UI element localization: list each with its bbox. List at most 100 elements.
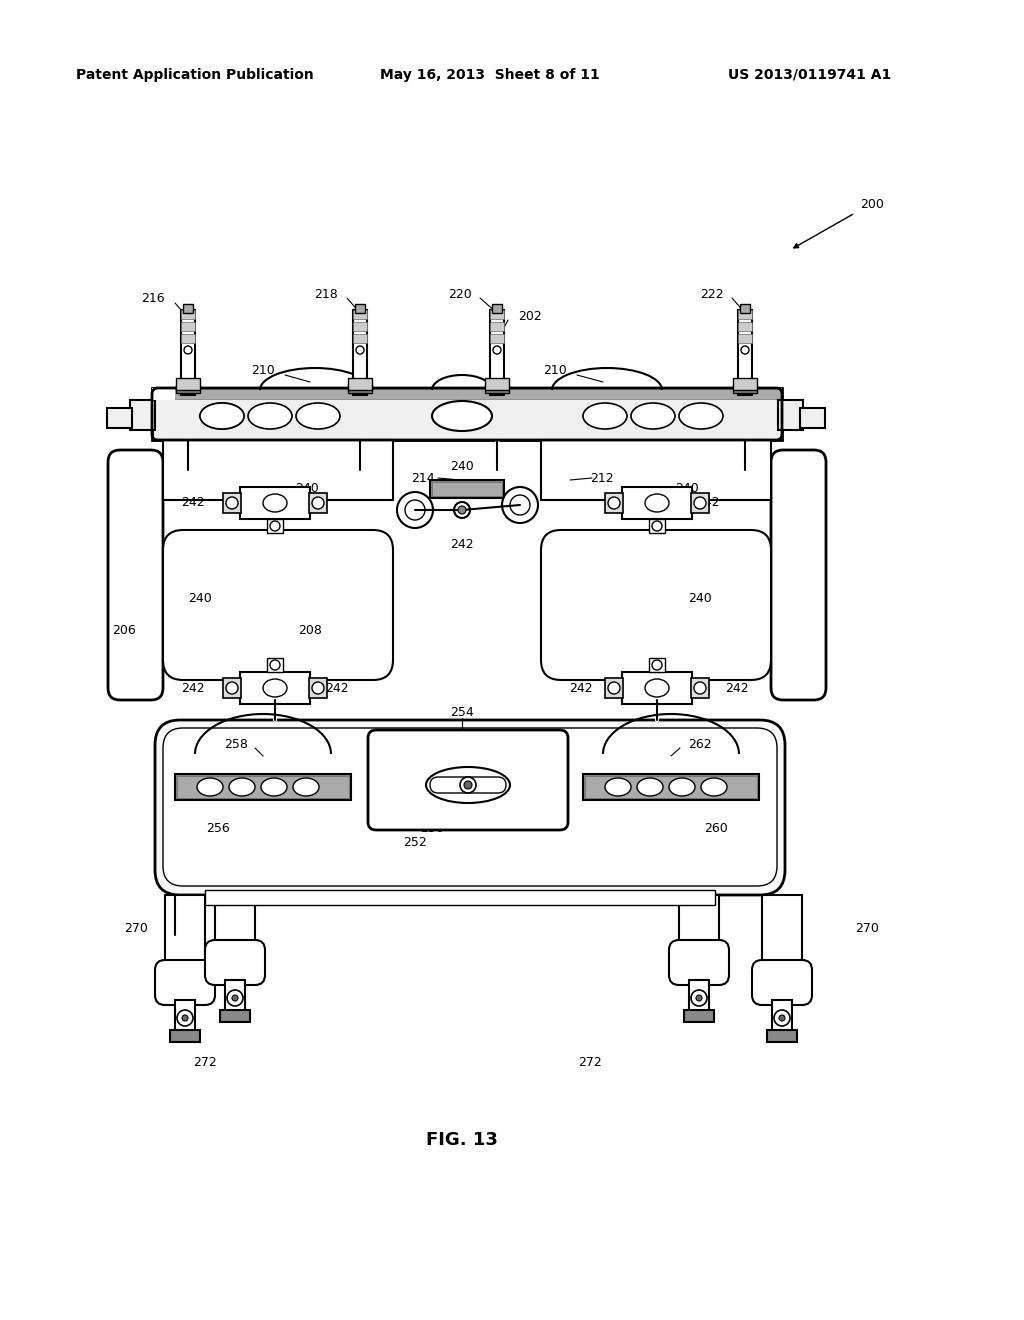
FancyBboxPatch shape — [155, 719, 785, 895]
FancyBboxPatch shape — [163, 729, 777, 886]
Text: 214: 214 — [412, 471, 435, 484]
Bar — [738, 334, 752, 343]
Ellipse shape — [637, 777, 663, 796]
Bar — [679, 895, 719, 950]
Ellipse shape — [694, 682, 706, 694]
Bar — [778, 400, 803, 430]
Text: 260: 260 — [705, 821, 728, 834]
Ellipse shape — [229, 777, 255, 796]
Ellipse shape — [200, 403, 244, 429]
Bar — [490, 310, 504, 319]
Text: 202: 202 — [518, 309, 542, 322]
Bar — [490, 334, 504, 343]
Bar — [267, 519, 283, 533]
Bar — [485, 385, 509, 393]
Text: 216: 216 — [141, 292, 165, 305]
Ellipse shape — [426, 767, 510, 803]
Bar — [691, 492, 709, 513]
Text: 270: 270 — [124, 921, 148, 935]
Bar — [225, 979, 245, 1015]
Ellipse shape — [197, 777, 223, 796]
Text: 210: 210 — [251, 364, 275, 378]
Bar — [684, 1010, 714, 1022]
Bar — [605, 492, 623, 513]
Ellipse shape — [502, 487, 538, 523]
Ellipse shape — [293, 777, 319, 796]
Bar — [181, 310, 195, 319]
Bar — [309, 678, 327, 698]
Bar — [778, 459, 818, 690]
Text: 270: 270 — [855, 921, 879, 935]
Bar — [353, 310, 367, 319]
Ellipse shape — [296, 403, 340, 429]
FancyBboxPatch shape — [163, 531, 393, 680]
Bar — [165, 895, 205, 979]
Bar — [649, 519, 665, 533]
Bar — [240, 487, 310, 519]
Bar — [181, 310, 195, 395]
Ellipse shape — [645, 678, 669, 697]
Ellipse shape — [312, 682, 324, 694]
Bar — [622, 672, 692, 704]
Ellipse shape — [605, 777, 631, 796]
Bar — [220, 1010, 250, 1022]
Ellipse shape — [741, 346, 749, 354]
Text: 200: 200 — [860, 198, 884, 211]
Ellipse shape — [182, 1015, 188, 1020]
Bar — [353, 310, 367, 395]
Text: 220: 220 — [449, 288, 472, 301]
Bar — [738, 322, 752, 331]
Bar — [130, 400, 155, 430]
Text: 256: 256 — [206, 821, 229, 834]
Bar — [348, 385, 372, 393]
Bar — [649, 657, 665, 672]
Bar — [430, 480, 504, 498]
Ellipse shape — [691, 990, 707, 1006]
Ellipse shape — [608, 498, 620, 510]
Text: Patent Application Publication: Patent Application Publication — [76, 69, 314, 82]
Bar — [181, 322, 195, 331]
Text: 206: 206 — [113, 623, 136, 636]
Bar — [181, 334, 195, 343]
Ellipse shape — [226, 682, 238, 694]
Text: 242: 242 — [181, 496, 205, 510]
Ellipse shape — [263, 494, 287, 512]
Polygon shape — [152, 388, 175, 400]
Ellipse shape — [510, 495, 530, 515]
Bar — [738, 310, 752, 395]
Bar — [152, 388, 782, 440]
Bar — [106, 408, 132, 428]
Bar — [353, 334, 367, 343]
Ellipse shape — [652, 521, 662, 531]
Ellipse shape — [432, 401, 492, 432]
Bar — [267, 657, 283, 672]
Bar — [183, 304, 193, 313]
Text: 240: 240 — [688, 591, 712, 605]
Bar — [733, 385, 757, 393]
Ellipse shape — [200, 403, 244, 429]
Bar — [153, 389, 781, 399]
Ellipse shape — [270, 521, 280, 531]
Bar — [772, 1001, 792, 1035]
FancyBboxPatch shape — [669, 940, 729, 985]
Bar — [733, 378, 757, 389]
Ellipse shape — [312, 498, 324, 510]
Ellipse shape — [779, 1015, 785, 1020]
Ellipse shape — [608, 682, 620, 694]
Ellipse shape — [583, 403, 627, 429]
Bar — [490, 310, 504, 395]
Bar — [800, 408, 825, 428]
Bar — [691, 678, 709, 698]
Ellipse shape — [356, 346, 364, 354]
Text: 262: 262 — [688, 738, 712, 751]
Bar — [485, 378, 509, 389]
Text: 222: 222 — [700, 288, 724, 301]
Ellipse shape — [696, 995, 702, 1001]
Text: 240: 240 — [675, 482, 698, 495]
Bar — [176, 378, 200, 389]
Bar — [223, 492, 241, 513]
Bar — [490, 322, 504, 331]
FancyBboxPatch shape — [205, 940, 265, 985]
Ellipse shape — [248, 403, 292, 429]
Text: US 2013/0119741 A1: US 2013/0119741 A1 — [728, 69, 892, 82]
